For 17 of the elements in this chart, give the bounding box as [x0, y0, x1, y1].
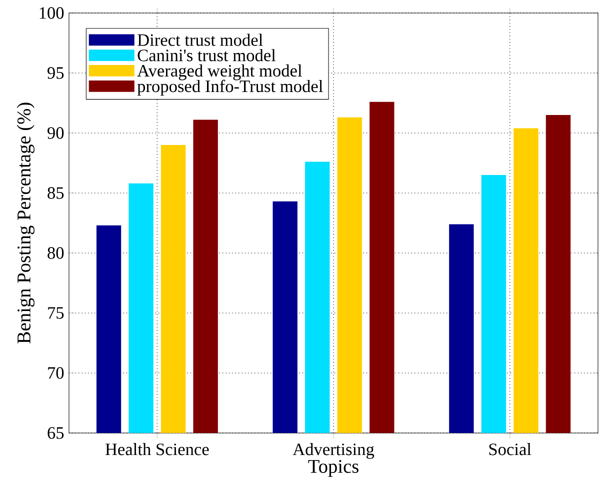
y-tick-label: 80	[48, 247, 64, 259]
legend-label: Direct trust model	[138, 34, 263, 46]
y-tick-label: 65	[48, 427, 64, 439]
y-tick-label: 75	[48, 307, 64, 319]
x-tick-label: Social	[489, 443, 532, 456]
x-tick-label: Health Science	[105, 443, 209, 456]
y-axis-title: Benign Posting Percentage (%)	[16, 102, 34, 344]
y-tick-label: 70	[48, 367, 64, 379]
legend-label: Canini's trust model	[138, 49, 276, 62]
y-tick-label: 100	[40, 7, 64, 19]
y-tick-label: 95	[48, 67, 64, 79]
x-tick-label: Advertising	[292, 443, 374, 459]
legend-label: Averaged weight model	[137, 64, 302, 80]
y-tick-label: 85	[48, 187, 64, 199]
legend-label: proposed Info-Trust model	[137, 80, 323, 96]
x-axis-title: Topics	[308, 460, 358, 477]
y-tick-label: 90	[48, 127, 64, 139]
